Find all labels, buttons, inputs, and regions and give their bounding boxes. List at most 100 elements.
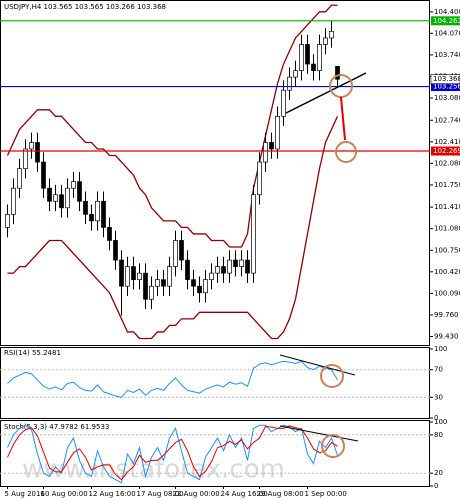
candle-body bbox=[59, 194, 64, 209]
candle-body bbox=[311, 63, 316, 71]
rsi-title: RSI(14) 55.2481 bbox=[4, 349, 61, 357]
indicator-line bbox=[7, 424, 338, 484]
candle-body bbox=[173, 240, 178, 267]
y-tick-label: 100.090 bbox=[434, 289, 460, 297]
y-tick-label: 70 bbox=[434, 366, 443, 374]
candle-body bbox=[239, 259, 244, 267]
y-tick-label: 102.740 bbox=[434, 116, 460, 124]
candle-body bbox=[83, 200, 88, 215]
band-line bbox=[6, 4, 338, 248]
candle-body bbox=[281, 89, 286, 117]
y-tick-label: 103.080 bbox=[434, 94, 460, 102]
y-tick-label: 101.750 bbox=[434, 181, 460, 189]
candle-body bbox=[11, 187, 16, 215]
y-tick-label: 99.430 bbox=[434, 333, 459, 341]
y-tick-label: 0 bbox=[434, 482, 438, 490]
rsi-frame bbox=[0, 347, 430, 419]
y-tick-label: 20 bbox=[434, 469, 443, 477]
level-tag bbox=[431, 16, 460, 26]
trend-line bbox=[279, 425, 359, 442]
candle-body bbox=[77, 181, 82, 202]
candle-body bbox=[125, 266, 130, 287]
candle-body bbox=[185, 259, 190, 281]
y-tick-label: 100 bbox=[434, 418, 447, 426]
x-tick-label: 5 Aug 2016 bbox=[5, 490, 46, 498]
candle-body bbox=[137, 272, 142, 281]
x-tick-label: 1 Sep 00:00 bbox=[305, 490, 347, 498]
candle-body bbox=[101, 200, 106, 228]
candle-body bbox=[305, 44, 310, 65]
y-tick-label: 101.080 bbox=[434, 225, 460, 233]
y-tick-label: 102.410 bbox=[434, 138, 460, 146]
stoch-title: Stoch(5,3,3) 47.9782 61.9533 bbox=[4, 423, 109, 431]
candle-body bbox=[41, 161, 46, 189]
candle-body bbox=[107, 227, 112, 241]
x-tick-label: 29 Aug 08:00 bbox=[257, 490, 304, 498]
x-tick-label: 12 Aug 16:00 bbox=[89, 490, 136, 498]
candle-body bbox=[299, 44, 304, 71]
candle-body bbox=[155, 279, 160, 287]
indicator-line bbox=[7, 360, 338, 398]
candle-body bbox=[329, 31, 334, 39]
y-tick-label: 100.420 bbox=[434, 268, 460, 276]
candle-body bbox=[5, 213, 10, 228]
last-price-label: 103.368 bbox=[433, 75, 460, 83]
y-tick-label: 80 bbox=[434, 431, 443, 439]
candle-body bbox=[251, 194, 256, 274]
y-tick-label: 100.750 bbox=[434, 246, 460, 254]
candle-body bbox=[269, 142, 274, 150]
level-label: 102.269 bbox=[433, 147, 460, 155]
candle-body bbox=[29, 142, 34, 150]
candle-body bbox=[197, 285, 202, 294]
candle-body bbox=[293, 70, 298, 78]
candle-body bbox=[233, 259, 238, 267]
candle-body bbox=[119, 259, 124, 287]
candle-body bbox=[317, 44, 322, 71]
candle-body bbox=[221, 266, 226, 274]
circle bbox=[320, 364, 344, 388]
candle-body bbox=[203, 279, 208, 294]
candle-body bbox=[131, 266, 136, 281]
y-tick-label: 104.070 bbox=[434, 29, 460, 37]
y-tick-label: 30 bbox=[434, 393, 443, 401]
candle-body bbox=[53, 194, 58, 202]
candle-body bbox=[287, 76, 292, 91]
x-tick-label: 24 Aug 16:00 bbox=[221, 490, 268, 498]
y-tick-label: 101.410 bbox=[434, 203, 460, 211]
candle-body bbox=[143, 272, 148, 300]
candle-body bbox=[215, 266, 220, 274]
x-tick-label: 10 Aug 00:00 bbox=[41, 490, 88, 498]
trend-line bbox=[279, 354, 356, 376]
level-tag bbox=[431, 82, 460, 92]
candle-body bbox=[323, 37, 328, 45]
level-label: 104.262 bbox=[433, 17, 460, 25]
candle-body bbox=[149, 285, 154, 300]
circle bbox=[321, 434, 345, 458]
indicator-line bbox=[7, 425, 338, 481]
level-tag bbox=[431, 146, 460, 156]
candle-body bbox=[65, 187, 70, 209]
trend-line bbox=[285, 72, 367, 114]
y-tick-label: 102.080 bbox=[434, 159, 460, 167]
candle-body bbox=[113, 240, 118, 261]
candle-body bbox=[191, 279, 196, 287]
x-tick-label: 17 Aug 08:00 bbox=[137, 490, 184, 498]
band-line bbox=[7, 116, 339, 340]
candle-body bbox=[17, 168, 22, 189]
candle-body bbox=[161, 279, 166, 287]
annotations bbox=[279, 72, 367, 458]
candle-body bbox=[35, 142, 40, 163]
x-tick-label: 22 Aug 00:00 bbox=[173, 490, 220, 498]
main-frame bbox=[0, 0, 430, 346]
candle-body bbox=[263, 142, 268, 163]
candle-body bbox=[71, 181, 76, 189]
candle-body bbox=[47, 187, 52, 202]
candle-body bbox=[209, 272, 214, 281]
y-tick-label: 104.400 bbox=[434, 8, 460, 16]
circle bbox=[335, 141, 357, 163]
candle-body bbox=[245, 259, 250, 274]
last-price-tag bbox=[430, 74, 460, 85]
main-title: USDJPY,H4 103.565 103.565 103.266 103.36… bbox=[4, 3, 166, 11]
candle-body bbox=[275, 115, 280, 150]
